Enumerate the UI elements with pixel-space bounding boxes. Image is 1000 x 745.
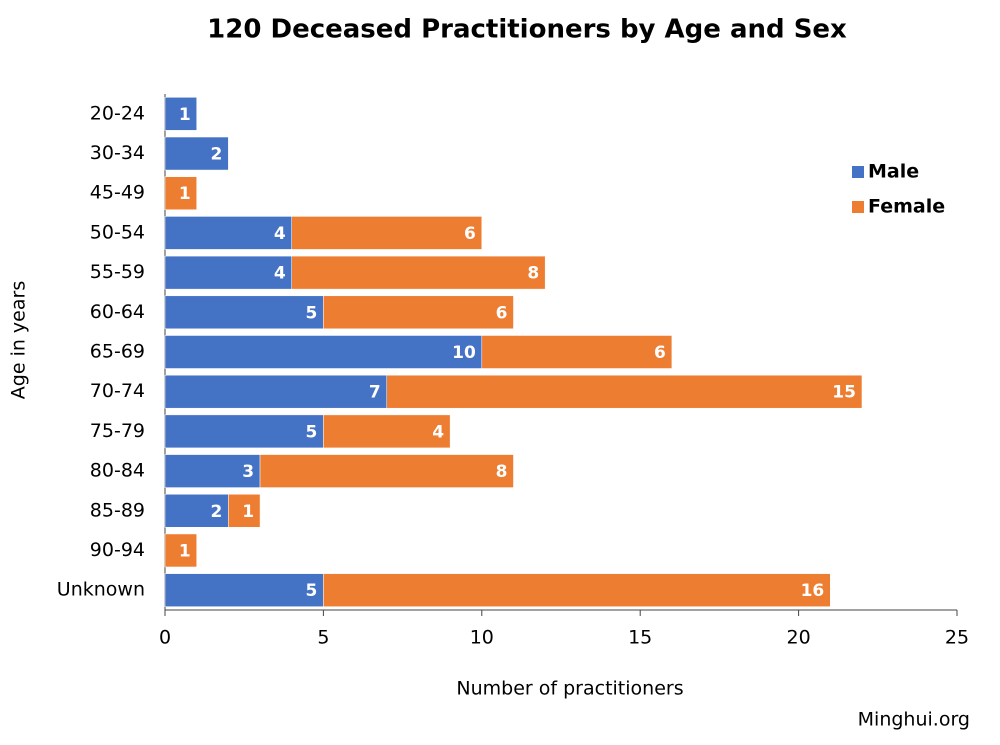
- y-tick-label: 45-49: [90, 182, 145, 204]
- x-tick-label: 20: [787, 627, 811, 649]
- value-label: 2: [211, 145, 223, 165]
- bar: [291, 216, 483, 250]
- value-label: 6: [464, 224, 476, 244]
- source: Minghui.org: [858, 709, 970, 731]
- y-axis-label: Age in years: [8, 281, 30, 399]
- bar: [164, 216, 292, 250]
- bar: [164, 176, 197, 210]
- y-tick-label: 65-69: [90, 341, 145, 363]
- chart-title: 120 Deceased Practitioners by Age and Se…: [207, 15, 847, 45]
- bar: [164, 335, 483, 369]
- value-label: 1: [242, 502, 254, 522]
- legend-label: Female: [868, 196, 945, 218]
- bar: [164, 374, 388, 409]
- value-label: 5: [306, 303, 318, 323]
- value-label: 6: [654, 343, 666, 363]
- legend-swatch: [852, 201, 864, 213]
- y-tick-label: 60-64: [90, 301, 145, 323]
- value-label: 5: [306, 422, 318, 442]
- value-label: 3: [242, 462, 254, 482]
- bar: [386, 374, 863, 409]
- y-tick-label: 90-94: [90, 539, 145, 561]
- bar: [164, 295, 324, 330]
- y-tick-label: 85-89: [90, 499, 145, 521]
- value-label: 4: [432, 422, 444, 442]
- value-label: 1: [179, 105, 191, 125]
- value-label: 1: [179, 184, 191, 204]
- value-label: 8: [527, 264, 539, 284]
- bar: [291, 255, 546, 290]
- value-label: 10: [452, 343, 476, 363]
- bar: [323, 414, 451, 449]
- value-label: 16: [801, 581, 825, 601]
- x-tick-label: 15: [628, 627, 652, 649]
- bar: [164, 255, 292, 290]
- legend-label: Male: [868, 161, 919, 183]
- value-label: 15: [832, 383, 856, 403]
- y-tick-label: 75-79: [90, 420, 145, 442]
- bar: [481, 335, 673, 369]
- value-label: 8: [496, 462, 508, 482]
- value-label: 1: [179, 541, 191, 561]
- value-label: 4: [274, 264, 286, 284]
- bar: [164, 414, 324, 449]
- value-label: 7: [369, 383, 381, 403]
- value-label: 6: [496, 303, 508, 323]
- x-tick-label: 0: [159, 627, 171, 649]
- bar: [259, 454, 514, 488]
- y-tick-label: 55-59: [90, 261, 145, 283]
- bar: [164, 97, 197, 131]
- value-label: 5: [306, 581, 318, 601]
- y-tick-label: 70-74: [90, 380, 145, 402]
- x-axis-label: Number of practitioners: [456, 678, 683, 700]
- bar: [164, 533, 197, 568]
- y-tick-label: 20-24: [90, 102, 145, 124]
- value-label: 2: [211, 502, 223, 522]
- bar: [323, 573, 831, 607]
- bar: [164, 573, 324, 607]
- y-tick-label: 50-54: [90, 221, 145, 243]
- bar: [323, 295, 514, 330]
- bar: [228, 494, 261, 528]
- y-tick-label: 30-34: [90, 142, 145, 164]
- legend-swatch: [852, 166, 864, 178]
- x-tick-label: 25: [945, 627, 969, 649]
- x-tick-label: 5: [317, 627, 329, 649]
- x-tick-label: 10: [470, 627, 494, 649]
- y-tick-label: Unknown: [57, 579, 145, 601]
- y-tick-label: 80-84: [90, 460, 145, 482]
- value-label: 4: [274, 224, 286, 244]
- bar: [164, 136, 229, 171]
